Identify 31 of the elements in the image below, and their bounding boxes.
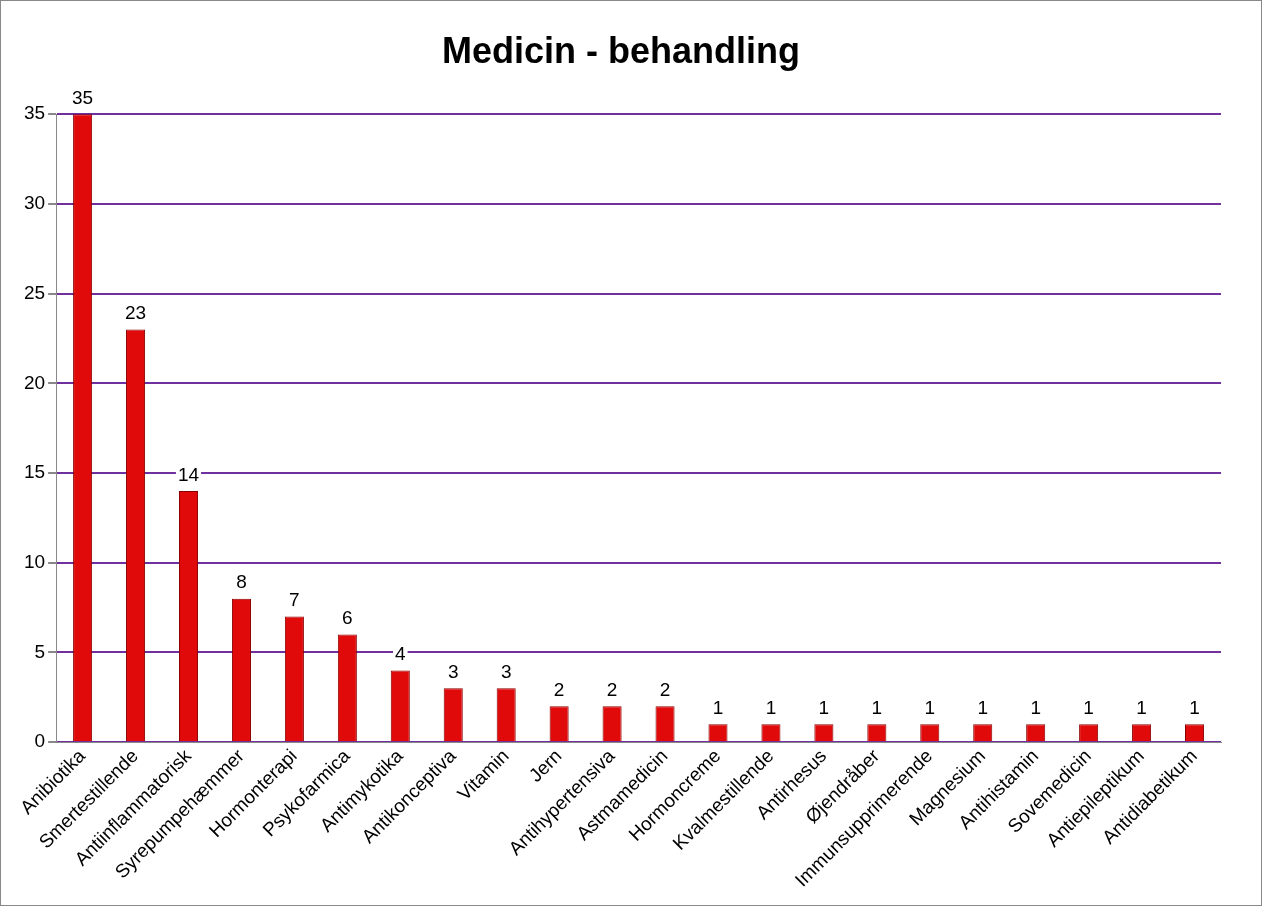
data-label: 14 — [177, 463, 200, 485]
y-tick-label: 25 — [23, 281, 46, 303]
data-label: 1 — [977, 696, 989, 718]
data-label: 1 — [871, 696, 883, 718]
data-label: 2 — [659, 679, 671, 701]
y-tick-label: 20 — [23, 371, 46, 393]
y-tick-label: 15 — [23, 461, 46, 483]
y-tick-label: 10 — [23, 551, 46, 573]
chart-title: Medicin - behandling — [442, 29, 800, 71]
y-tick-label: 35 — [23, 102, 46, 124]
y-tick-label: 5 — [34, 640, 46, 662]
data-label: 3 — [500, 661, 512, 683]
data-label: 4 — [395, 643, 407, 665]
data-label: 8 — [236, 571, 247, 593]
data-label: 1 — [818, 696, 830, 718]
data-label: 2 — [606, 679, 618, 701]
data-label: 1 — [1030, 696, 1041, 718]
data-label: 1 — [765, 696, 777, 718]
data-label: 1 — [1136, 696, 1147, 718]
data-label: 1 — [712, 696, 724, 718]
data-label: 2 — [553, 679, 565, 701]
data-label: 6 — [342, 607, 353, 629]
data-label: 1 — [1189, 696, 1200, 718]
data-label: 1 — [1083, 696, 1094, 718]
y-tick-label: 30 — [23, 192, 46, 214]
data-label: 7 — [289, 589, 300, 611]
data-label: 23 — [124, 302, 147, 324]
data-label: 3 — [447, 661, 459, 683]
data-label: 1 — [924, 696, 936, 718]
data-label: 35 — [72, 86, 94, 108]
y-tick-label: 0 — [34, 730, 46, 752]
